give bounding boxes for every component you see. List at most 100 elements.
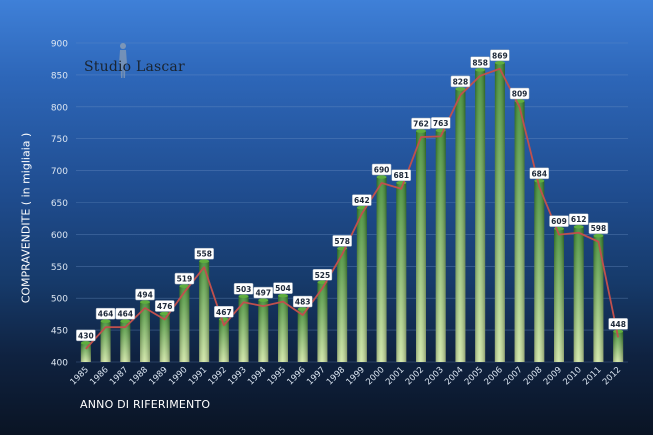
bar-shade <box>238 296 249 362</box>
bar-shade <box>80 342 91 362</box>
bar-cap <box>140 300 150 304</box>
bar-shade <box>179 286 190 362</box>
y-axis-ticks: 400 450 500 550 600 650 700 750 800 850 900 <box>51 40 68 369</box>
bar-cap <box>376 175 387 179</box>
x-axis-ticks: 1985198619871988198919901991199219931994… <box>69 365 624 387</box>
x-tick-label: 1994 <box>246 365 268 387</box>
x-tick-label: 1988 <box>128 365 150 387</box>
y-tick-label: 450 <box>51 327 68 337</box>
x-tick-label: 2009 <box>542 365 564 387</box>
bar-cap <box>80 341 91 345</box>
bar-cap <box>179 284 190 288</box>
data-label: 690 <box>374 165 390 174</box>
bar-cap <box>573 224 584 229</box>
bar-shade <box>278 295 288 362</box>
watermark-logo: Studio Lascar <box>84 59 185 75</box>
y-tick-label: 550 <box>51 263 68 273</box>
bar-cap <box>159 311 170 316</box>
bars <box>80 60 624 363</box>
x-tick-label: 2000 <box>364 365 386 387</box>
bar-cap <box>613 329 624 334</box>
bar-shade <box>218 319 229 362</box>
trend-polyline <box>85 67 620 350</box>
data-label: 858 <box>472 58 488 67</box>
y-axis-title: COMPRAVENDITE ( in migliaia ) <box>19 132 33 304</box>
x-tick-label: 2011 <box>581 365 603 387</box>
bar-shade <box>593 235 604 362</box>
x-tick-label: 2002 <box>404 365 426 387</box>
data-label-box <box>352 194 372 206</box>
y-tick-label: 600 <box>51 231 68 241</box>
x-tick-label: 1998 <box>325 365 347 387</box>
data-label: 558 <box>196 250 212 259</box>
data-label-box <box>411 117 431 130</box>
data-label: 684 <box>531 169 547 178</box>
bar-shade <box>534 180 545 362</box>
bar-cap <box>534 179 545 183</box>
data-label-box <box>608 318 628 330</box>
bar-shade <box>199 261 210 362</box>
data-label-box <box>470 56 490 69</box>
y-tick-label: 750 <box>51 135 68 145</box>
x-tick-label: 1992 <box>207 365 229 387</box>
x-tick-label: 1986 <box>88 365 110 387</box>
data-label-box <box>529 167 550 180</box>
data-label: 828 <box>453 77 469 86</box>
data-label-box <box>391 169 412 181</box>
bar-cap <box>100 319 111 323</box>
data-label: 497 <box>255 289 271 298</box>
x-tick-label: 1993 <box>226 365 248 387</box>
bar-cap <box>258 298 269 302</box>
data-label: 598 <box>591 224 607 233</box>
bar-shade <box>554 228 564 362</box>
x-tick-label: 1996 <box>285 365 307 387</box>
x-tick-label: 2008 <box>522 365 544 387</box>
data-label: 809 <box>512 90 528 99</box>
bar-cap <box>455 87 466 91</box>
person-silhouette-icon <box>119 43 127 78</box>
data-label-box <box>430 117 451 129</box>
x-tick-label: 1991 <box>187 365 209 387</box>
trend-line <box>85 67 620 350</box>
data-label: 681 <box>393 171 409 180</box>
bar-cap <box>278 293 288 298</box>
bar-shade <box>297 309 308 362</box>
data-label-box <box>115 307 136 320</box>
bar-shade <box>337 248 348 362</box>
data-label: 483 <box>295 298 311 307</box>
x-tick-label: 1995 <box>266 365 288 387</box>
data-label-box <box>273 282 293 294</box>
data-label: 525 <box>315 271 331 280</box>
data-label: 869 <box>492 51 508 60</box>
bar-shade <box>140 302 150 362</box>
bar-shade <box>514 101 525 363</box>
data-label-box <box>549 215 569 227</box>
data-label: 464 <box>98 310 114 319</box>
data-label: 448 <box>610 320 626 329</box>
x-tick-label: 1985 <box>69 365 91 387</box>
y-tick-label: 500 <box>51 295 68 305</box>
data-label: 519 <box>177 275 193 284</box>
data-label: 762 <box>413 120 429 129</box>
x-tick-label: 2006 <box>483 365 505 387</box>
data-label-box <box>135 288 155 301</box>
bar-shade <box>475 69 486 363</box>
bar-shade <box>573 226 584 362</box>
bar-cap <box>593 233 604 238</box>
data-label-box <box>509 87 530 100</box>
bar-shade <box>435 130 446 362</box>
data-label: 464 <box>117 310 133 319</box>
bar-shade <box>455 88 466 362</box>
y-tick-label: 900 <box>51 40 68 50</box>
data-label: 504 <box>275 284 291 293</box>
x-tick-label: 2004 <box>443 365 465 387</box>
data-label-box <box>214 306 234 318</box>
data-label-box <box>95 307 116 320</box>
bar-cap <box>120 319 131 323</box>
data-label: 642 <box>354 196 370 205</box>
data-label: 476 <box>157 302 173 311</box>
data-label-box <box>490 49 510 62</box>
bar-shade <box>613 331 624 362</box>
